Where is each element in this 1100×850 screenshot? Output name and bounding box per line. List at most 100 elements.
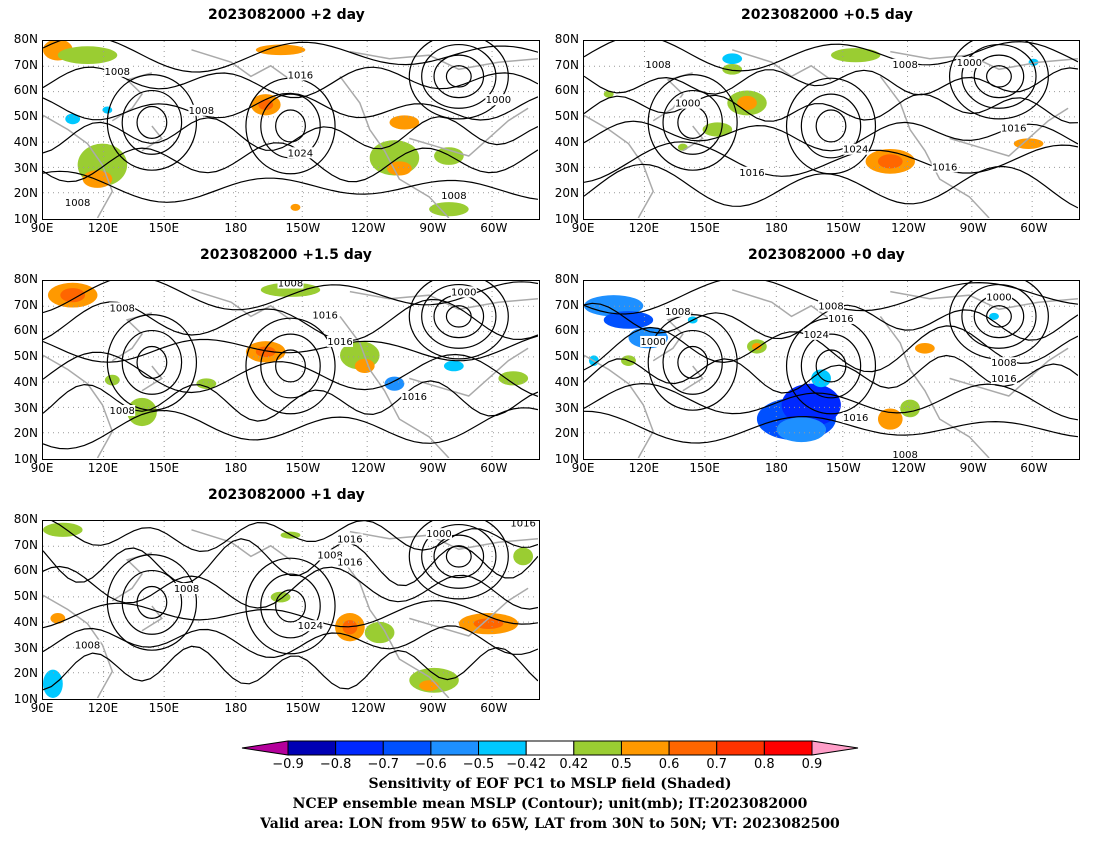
- isobar-closed: [677, 105, 709, 139]
- colorbar-segment: [716, 740, 765, 756]
- isobar-closed: [948, 41, 1049, 120]
- isobar-closed: [408, 281, 509, 360]
- contour-label-bg: [104, 65, 131, 77]
- contour-label: 1016: [991, 374, 1016, 385]
- contour-label: 1016: [288, 70, 313, 81]
- lon-tick-label: 150W: [285, 461, 321, 475]
- sensitivity-shading: [702, 122, 733, 137]
- contour-label: 1008: [109, 303, 134, 314]
- lon-tick-label: 120E: [87, 461, 119, 475]
- sensitivity-shading: [290, 203, 301, 211]
- contour-label-bg: [440, 189, 467, 201]
- lon-tick-label: 150W: [825, 461, 861, 475]
- coastline: [43, 354, 114, 458]
- contour-label: 1008: [991, 358, 1016, 369]
- coastline: [141, 125, 163, 152]
- lon-tick-label: 90W: [419, 461, 447, 475]
- lon-tick-label: 120E: [628, 461, 660, 475]
- lon-tick-label: 150E: [689, 461, 720, 475]
- colorbar-segment: [335, 740, 384, 756]
- lon-tick-label: 120E: [87, 701, 119, 715]
- coastline: [409, 107, 529, 157]
- contour-label: 1008: [174, 584, 199, 595]
- isobar-closed: [106, 314, 198, 411]
- isobar-closed: [421, 283, 497, 349]
- sensitivity-shading: [722, 53, 743, 65]
- map-canvas: 1008 1016 1008 1024 1000 1008 1008: [43, 41, 538, 218]
- lon-tick-label: 180: [224, 461, 248, 475]
- lat-tick-label: 20N: [13, 426, 38, 441]
- contour-label: 1000: [986, 293, 1011, 304]
- sensitivity-shading: [677, 143, 688, 151]
- contour-label-bg: [842, 412, 869, 424]
- sensitivity-shading: [364, 621, 395, 644]
- lon-tick-label: 180: [765, 461, 788, 475]
- lon-tick-label: 60W: [480, 461, 508, 475]
- contour-label: 1016: [828, 314, 853, 325]
- coastline: [141, 365, 163, 392]
- sensitivity-shading: [384, 376, 405, 391]
- coastline: [682, 125, 704, 152]
- isobar-closed: [815, 349, 847, 383]
- contour-label: 1000: [957, 58, 982, 69]
- sensitivity-shading: [1013, 138, 1044, 149]
- sensitivity-shading: [776, 417, 827, 443]
- contour-label: 1000: [675, 99, 700, 110]
- sensitivity-shading: [57, 46, 118, 65]
- lat-tick-label: 40N: [13, 614, 38, 629]
- coastline: [682, 365, 704, 392]
- sensitivity-shading: [65, 113, 81, 125]
- isobar-closed: [433, 54, 485, 99]
- isobar: [43, 41, 538, 73]
- contour-label-bg: [827, 312, 854, 324]
- lat-tick-label: 40N: [13, 374, 38, 389]
- contour-label-bg: [1000, 122, 1027, 134]
- contour-label-bg: [803, 328, 830, 340]
- isobar-closed: [245, 317, 336, 415]
- contour-label: 1024: [803, 330, 828, 341]
- lon-tick-label: 180: [224, 701, 248, 715]
- lat-tick-label: 40N: [13, 134, 38, 149]
- map-panel-plus1day: 1016 1008 1016 1000 1008 1024 1008 1016: [42, 520, 540, 700]
- colorbar-label: 0.9: [801, 757, 823, 772]
- lon-tick-label: 90E: [30, 461, 54, 475]
- lon-tick-label: 180: [224, 221, 248, 235]
- isobar-closed: [260, 333, 321, 399]
- sensitivity-shading: [498, 371, 529, 386]
- contour-label: 1008: [278, 281, 303, 290]
- coastline: [339, 75, 450, 218]
- sensitivity-shading: [831, 48, 881, 63]
- isobar: [584, 382, 1078, 421]
- contour-label-bg: [990, 357, 1017, 369]
- sensitivity-shading: [258, 99, 274, 111]
- contour-label: 1016: [739, 168, 764, 179]
- isobar: [43, 645, 538, 691]
- lon-tick-label: 150E: [148, 221, 180, 235]
- panel-title-p1: 2023082000 +2 day: [208, 7, 365, 23]
- isobar: [584, 93, 1078, 124]
- colorbar-segment: [668, 740, 718, 756]
- contour-label: 1008: [65, 198, 90, 209]
- coastline: [191, 529, 291, 561]
- isobar: [584, 120, 1078, 152]
- contour-label-bg: [426, 528, 452, 540]
- contour-label: 1008: [892, 450, 917, 458]
- lon-tick-label: 150W: [285, 221, 321, 235]
- caption-line-1: Sensitivity of EOF PC1 to MSLP field (Sh…: [368, 776, 732, 792]
- contour-label-bg: [738, 166, 765, 178]
- contour-label-bg: [510, 521, 537, 529]
- contour-label-bg: [109, 302, 136, 314]
- lat-tick-label: 20N: [13, 186, 38, 201]
- lat-tick-label: 60N: [13, 323, 38, 338]
- sensitivity-shading: [127, 397, 157, 427]
- isobar: [43, 142, 538, 183]
- contour-label-bg: [401, 390, 428, 402]
- coastline: [879, 315, 990, 458]
- lon-tick-label: 120W: [350, 461, 386, 475]
- lon-tick-label: 150W: [285, 701, 321, 715]
- panel-title-p5: 2023082000 +1 day: [208, 487, 365, 503]
- lon-tick-label: 150W: [825, 221, 861, 235]
- lon-tick-label: 150E: [689, 221, 720, 235]
- isobar: [43, 281, 538, 314]
